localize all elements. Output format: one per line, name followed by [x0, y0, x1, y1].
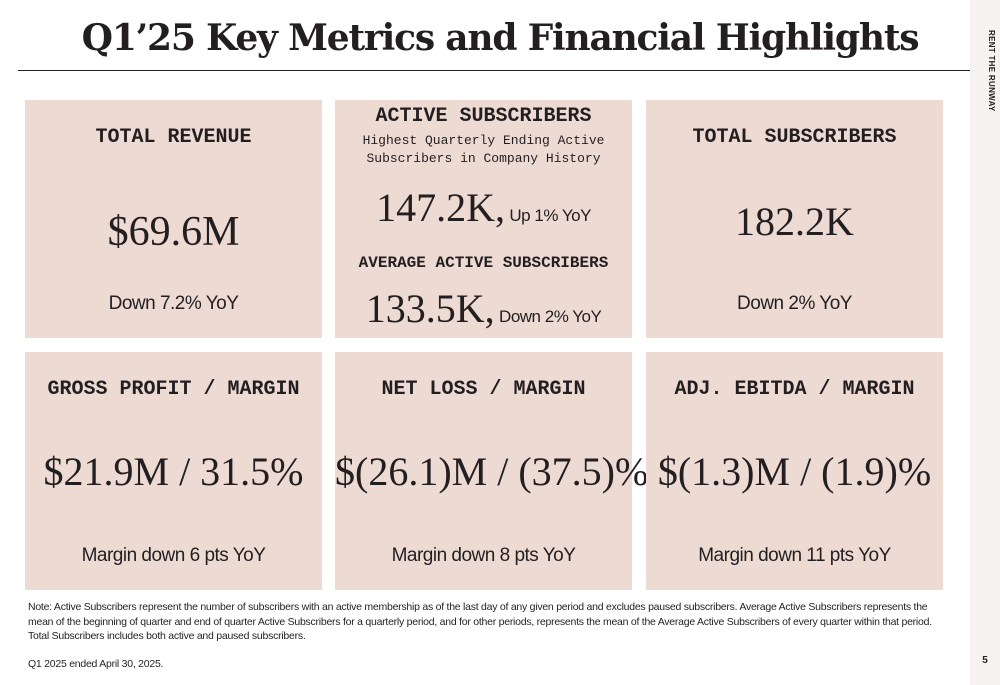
active-subscribers-row: 147.2K, Up 1% YoY	[335, 184, 632, 232]
card-change: Margin down 6 pts YoY	[81, 545, 266, 566]
card-description: Highest Quarterly Ending Active Subscrib…	[362, 133, 605, 166]
page-title: Q1’25 Key Metrics and Financial Highligh…	[81, 17, 920, 59]
period-note: Q1 2025 ended April 30, 2025.	[28, 658, 164, 670]
total-revenue-card: TOTAL REVENUE $69.6M Down 7.2% YoY	[25, 100, 322, 338]
card-label: TOTAL REVENUE	[95, 126, 252, 149]
adj-ebitda-card: ADJ. EBITDA / MARGIN $(1.3)M / (1.9)% Ma…	[646, 352, 943, 590]
average-change: Down 2% YoY	[499, 307, 602, 326]
card-value: 147.2K,	[376, 185, 505, 230]
footnote: Note: Active Subscribers represent the n…	[28, 601, 932, 642]
card-value: $(26.1)M / (37.5)%	[335, 449, 649, 494]
total-subscribers-card: TOTAL SUBSCRIBERS 182.2K Down 2% YoY	[646, 100, 943, 338]
right-sidebar	[970, 0, 1000, 685]
title-divider	[18, 70, 970, 71]
card-value: $69.6M	[107, 209, 240, 255]
average-value: 133.5K,	[365, 286, 495, 331]
card-label: GROSS PROFIT / MARGIN	[47, 378, 300, 401]
card-label: TOTAL SUBSCRIBERS	[692, 126, 897, 149]
gross-profit-card: GROSS PROFIT / MARGIN $21.9M / 31.5% Mar…	[25, 352, 322, 590]
average-active-subscribers-label: AVERAGE ACTIVE SUBSCRIBERS	[358, 254, 609, 272]
card-change: Down 2% YoY	[737, 293, 852, 314]
card-label: ADJ. EBITDA / MARGIN	[674, 378, 915, 401]
card-change: Margin down 11 pts YoY	[698, 545, 891, 566]
page-number: 5	[982, 655, 988, 666]
card-value: $(1.3)M / (1.9)%	[657, 449, 932, 494]
card-value: $21.9M / 31.5%	[43, 449, 304, 494]
brand-label: RENT THE RUNWAY	[987, 30, 996, 112]
card-change: Up 1% YoY	[509, 206, 591, 225]
card-value: 182.2K	[735, 199, 854, 244]
card-change: Margin down 8 pts YoY	[391, 545, 576, 566]
active-subscribers-card: ACTIVE SUBSCRIBERS Highest Quarterly End…	[335, 100, 632, 338]
card-label: ACTIVE SUBSCRIBERS	[375, 105, 592, 128]
card-change: Down 7.2% YoY	[108, 293, 239, 314]
net-loss-card: NET LOSS / MARGIN $(26.1)M / (37.5)% Mar…	[335, 352, 649, 590]
average-active-subscribers-row: 133.5K, Down 2% YoY	[335, 285, 632, 333]
card-label: NET LOSS / MARGIN	[381, 378, 586, 401]
